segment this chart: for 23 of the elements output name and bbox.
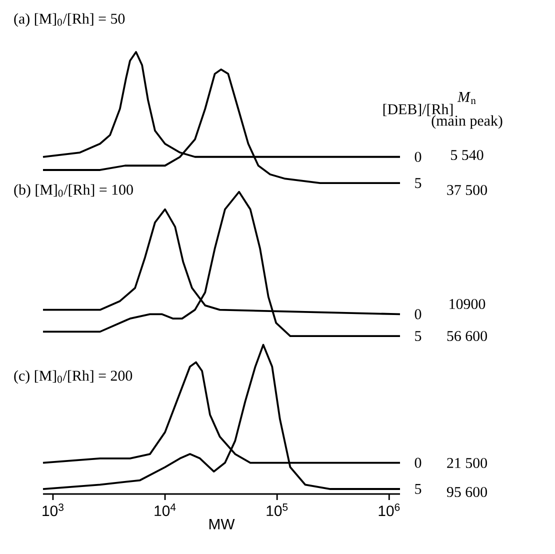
series-label: 5 [415, 178, 422, 188]
series-label: 0 [414, 152, 422, 162]
annotation: (b) [M]$_{0}$/[Rh] = 100 [14, 184, 133, 198]
x-tick-label: 10$^{6}$ [378, 504, 400, 516]
legend-title: [DEB]/[Rh] [383, 104, 453, 116]
text: 10900 [450, 298, 486, 310]
text: 56 600 [447, 330, 487, 342]
text: (a) [M]$_{0}$/[Rh] = 50 [14, 13, 125, 27]
x-tick-label: 10$^{4}$ [154, 504, 176, 516]
annotation: (c) [M]$_{0}$/[Rh] = 200 [14, 370, 132, 384]
series-label: 0 [414, 309, 422, 320]
text: 95 600 [446, 486, 487, 498]
series-label: 5 [415, 331, 422, 342]
x-tick-label: 10$^{3}$ [42, 504, 64, 516]
x-axis-title: MW [209, 519, 235, 530]
text: 37 500 [447, 184, 487, 196]
x-tick-label: 10$^{5}$ [266, 504, 288, 516]
series-label: 0 [414, 458, 422, 468]
text: 5 540 [451, 150, 484, 160]
text: 21 500 [447, 458, 487, 468]
series-label: 5 [415, 484, 422, 494]
text: M$_{n}$ [457, 92, 476, 104]
text: (main peak) [432, 115, 502, 129]
